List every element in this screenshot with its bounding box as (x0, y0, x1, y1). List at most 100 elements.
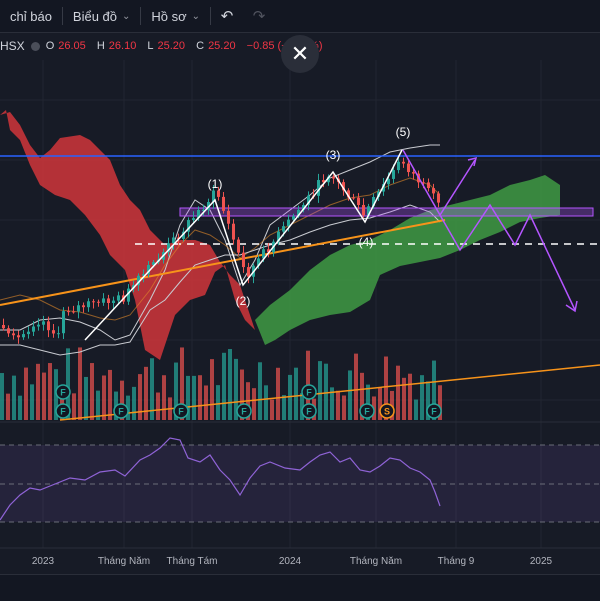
symbol-name[interactable]: HSX (0, 39, 25, 53)
low-value: 25.20 (157, 40, 186, 52)
toolbar-divider (61, 7, 63, 25)
volume-bar (150, 358, 154, 420)
marker-label: F (60, 388, 66, 398)
fib-zone-box (179, 207, 594, 217)
volume-bar (12, 375, 16, 420)
candle-body (212, 190, 215, 203)
indicators-button[interactable]: chỉ báo (0, 0, 62, 32)
candle-body (97, 301, 100, 303)
volume-bar (102, 375, 106, 420)
candle-body (167, 243, 170, 253)
close-button[interactable]: ✕ (281, 35, 319, 73)
candle-body (307, 195, 310, 205)
volume-bar (162, 375, 166, 420)
volume-bar (384, 356, 388, 420)
volume-bar (378, 387, 382, 420)
volume-bar (96, 390, 100, 420)
marker-badge (55, 403, 71, 419)
bollinger-basis (0, 177, 441, 321)
x-tick-label: 2024 (278, 556, 302, 567)
volume-bar (348, 370, 352, 420)
profile-menu-label: Hồ sơ (151, 8, 187, 24)
profile-menu-button[interactable]: Hồ sơ ⌄ (141, 0, 210, 32)
wave-label: (4) (359, 235, 374, 249)
volume-bar (438, 385, 442, 420)
candle-body (17, 335, 20, 338)
candle-body (322, 180, 325, 183)
volume-bar (270, 399, 274, 420)
candle-body (407, 163, 410, 173)
volume-markers: FF F F FFF F S F (55, 384, 442, 419)
candle-body (192, 218, 195, 221)
volume-bar (330, 387, 334, 420)
volume-bar (228, 349, 232, 420)
marker-badge (113, 403, 129, 419)
chart-menu-button[interactable]: Biểu đồ ⌄ (63, 0, 140, 32)
candle-body (342, 182, 345, 191)
volume-bar (6, 393, 10, 420)
marker-label: F (306, 388, 312, 398)
bearish-cloud (0, 110, 255, 360)
marker-label: F (431, 407, 437, 417)
volume-bar (264, 385, 268, 420)
marker-badge (359, 403, 375, 419)
volume-bar (36, 363, 40, 420)
chevron-down-icon: ⌄ (191, 10, 201, 22)
low-label: L (147, 40, 154, 52)
candle-body (222, 196, 225, 211)
redo-icon[interactable]: ↷ (252, 8, 266, 25)
volume-bar (138, 374, 142, 420)
open-label: O (45, 40, 55, 52)
time-axis[interactable]: 2023 Tháng Năm Tháng Tám 2024 Tháng Năm … (0, 548, 600, 574)
candle-body (327, 176, 330, 183)
candle-body (227, 210, 230, 224)
volume-bar (318, 361, 322, 420)
volume-bar (240, 369, 244, 420)
candle-body (332, 176, 335, 179)
bollinger-upper (0, 144, 440, 341)
volume-bar (72, 393, 76, 420)
marker-label: F (60, 407, 66, 417)
candle-body (387, 178, 390, 185)
volume-bar (66, 348, 70, 420)
volume-bar (180, 347, 184, 420)
volume-bar (396, 365, 400, 420)
marker-badge (426, 403, 442, 419)
volume-bar (18, 395, 22, 420)
candle-body (347, 190, 350, 198)
volume-bar (48, 363, 52, 420)
undo-icon[interactable]: ↶ (220, 8, 234, 25)
marker-badge (55, 384, 71, 400)
candle-body (137, 275, 140, 286)
candle-body (7, 328, 10, 334)
bottom-bar (0, 574, 600, 601)
candle-body (172, 237, 175, 244)
candle-body (67, 311, 70, 313)
candle-body (257, 258, 260, 266)
toolbar-divider (140, 7, 142, 25)
candle-body (72, 311, 75, 313)
candle-body (12, 333, 15, 336)
candle-body (117, 295, 120, 301)
volume-bar (252, 388, 256, 420)
volume-bar (156, 392, 160, 420)
volume-bar (42, 372, 46, 420)
volume-bar (120, 380, 124, 420)
candle-body (357, 197, 360, 205)
volume-bar (432, 360, 436, 420)
marker-badge (379, 403, 395, 419)
volume-bar (300, 393, 304, 420)
candle-body (292, 216, 295, 220)
wave-label: (3) (326, 148, 341, 162)
candle-body (92, 301, 95, 303)
candle-body (77, 305, 80, 312)
candle-body (287, 219, 290, 227)
wave-line (84, 149, 403, 341)
candle-body (262, 249, 265, 259)
volume-bar (78, 347, 82, 420)
candle-body (47, 321, 50, 331)
volume-bar (420, 375, 424, 420)
marker-badge (236, 403, 252, 419)
candle-body (142, 274, 145, 276)
